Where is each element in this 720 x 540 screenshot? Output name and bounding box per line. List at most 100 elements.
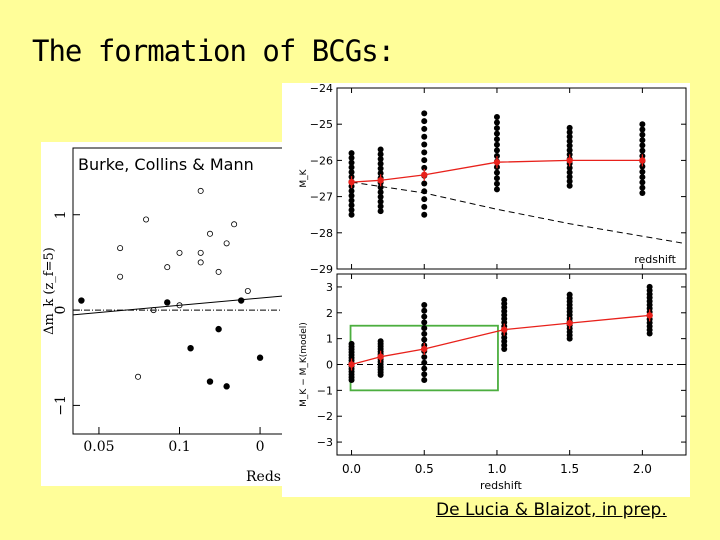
bottom-panel-data-point xyxy=(421,359,428,366)
top-panel-data-point xyxy=(377,151,384,158)
left-open-point xyxy=(244,287,251,294)
bottom-panel-x-tick-label: 0.5 xyxy=(415,462,434,476)
bottom-panel-y-tick-label: −2 xyxy=(317,410,333,423)
bottom-panel-data-point xyxy=(646,283,653,290)
left-open-point xyxy=(150,307,157,314)
top-panel-mean-line xyxy=(351,159,643,183)
top-panel-data-point xyxy=(377,160,384,167)
bottom-panel-x-tick-label: 1.5 xyxy=(560,462,579,476)
top-panel-data-point xyxy=(566,129,573,136)
left-open-point xyxy=(231,221,238,228)
left-filled-point xyxy=(187,344,194,352)
top-panel-data-point xyxy=(421,141,428,148)
left-open-point xyxy=(143,216,150,223)
right-plot-background xyxy=(282,83,690,497)
slide-title: The formation of BCGs: xyxy=(32,34,395,68)
top-panel-data-point xyxy=(639,184,646,191)
left-filled-point xyxy=(256,354,264,361)
left-x-tick-label: 0 xyxy=(256,439,265,455)
top-panel-data-point xyxy=(348,211,355,218)
bottom-panel-data-point xyxy=(421,365,428,372)
top-panel-data-point xyxy=(421,149,428,156)
top-panel-data-point xyxy=(566,182,573,189)
top-panel-data-point xyxy=(421,203,428,210)
top-panel-data-point xyxy=(566,147,573,154)
left-filled-point xyxy=(206,378,214,385)
top-panel-data-point xyxy=(566,173,573,180)
left-y-tick-label: 0 xyxy=(53,306,69,315)
top-panel-frame xyxy=(336,87,687,270)
top-panel-data-point xyxy=(639,179,646,186)
top-panel-data-point xyxy=(493,113,500,120)
left-open-point xyxy=(197,249,204,256)
bottom-panel-data-point xyxy=(566,291,573,298)
bottom-panel-data-point xyxy=(421,377,428,384)
left-filled-point xyxy=(215,325,222,333)
top-panel-data-point xyxy=(566,164,573,171)
credit-de-lucia-blaizot: De Lucia & Blaizot, in prep. xyxy=(436,500,667,520)
top-panel-data-point xyxy=(639,142,646,149)
bottom-panel-y-tick-label: 0 xyxy=(326,359,333,372)
bottom-panel-y-tick-label: −1 xyxy=(317,384,333,397)
top-panel-data-point xyxy=(639,147,646,154)
top-panel-data-point xyxy=(348,154,355,161)
top-panel-data-point xyxy=(639,137,646,144)
left-open-point xyxy=(197,187,204,194)
top-panel-data-point xyxy=(421,110,428,117)
top-panel-data-point xyxy=(421,133,428,140)
bottom-panel-mean-line xyxy=(351,314,650,366)
top-panel-data-point xyxy=(348,188,355,195)
top-panel-data-point xyxy=(377,198,384,205)
top-panel-data-point xyxy=(566,133,573,140)
top-panel-y-tick-label: −24 xyxy=(310,83,333,95)
bottom-panel-data-point xyxy=(421,319,428,326)
bottom-panel-data-point xyxy=(421,330,428,337)
top-panel-data-point xyxy=(348,206,355,213)
top-panel-data-point xyxy=(421,125,428,132)
left-open-point xyxy=(164,264,171,271)
left-open-point xyxy=(176,302,183,309)
left-y-tick-label: −1 xyxy=(53,395,69,416)
left-scatter-plot: 0.05 0.1 0 −1 0 1 Δm_k (z_f=5) Reds xyxy=(41,142,291,486)
bottom-panel-data-point xyxy=(421,302,428,309)
top-panel-data-point xyxy=(421,157,428,164)
top-panel-data-point xyxy=(421,211,428,218)
top-panel-data-point xyxy=(421,180,428,187)
top-panel-data-point xyxy=(493,119,500,126)
top-panel-data-point xyxy=(348,164,355,171)
bottom-panel-data-point xyxy=(421,307,428,314)
top-panel-data-point xyxy=(493,125,500,132)
top-panel-data-point xyxy=(348,202,355,209)
left-open-point xyxy=(117,273,124,280)
top-panel-data-point xyxy=(639,168,646,175)
top-panel-data-point xyxy=(421,188,428,195)
top-panel-data-point xyxy=(377,189,384,196)
left-open-point xyxy=(223,240,230,247)
left-x-tick-label: 0.05 xyxy=(83,439,114,455)
top-panel-x-axis-label: redshift xyxy=(634,253,676,266)
top-panel-data-point xyxy=(377,165,384,172)
left-open-point xyxy=(176,249,183,256)
top-panel-model-dashed-line xyxy=(351,181,687,245)
top-panel-data-point xyxy=(566,124,573,131)
top-panel-data-point xyxy=(493,169,500,176)
top-panel-data-point xyxy=(493,136,500,143)
top-panel-data-point xyxy=(493,175,500,182)
right-redshift-plots: −24 −25 −26 −27 −28 −29 M_K redshift 3 2 1 0 −1 −2 −3 M… xyxy=(282,83,690,497)
bottom-panel-data-point xyxy=(421,353,428,360)
bottom-panel-x-tick-label: 1.0 xyxy=(487,462,506,476)
bottom-panel-y-tick-label: 3 xyxy=(326,281,333,294)
bottom-panel-data-point xyxy=(348,340,355,347)
top-panel-data-point xyxy=(639,121,646,128)
top-panel-y-tick-label: −27 xyxy=(310,191,333,204)
top-panel-data-point xyxy=(377,156,384,163)
bottom-panel-data-point xyxy=(377,338,384,345)
top-panel-y-axis-label: M_K xyxy=(299,168,309,187)
bottom-panel-y-tick-label: 1 xyxy=(326,333,333,346)
top-panel-data-point xyxy=(377,146,384,153)
top-panel-data-point xyxy=(377,170,384,177)
top-panel-data-point xyxy=(348,197,355,204)
top-panel-data-point xyxy=(421,196,428,203)
top-panel-data-point xyxy=(639,126,646,133)
top-panel-data-point xyxy=(377,203,384,210)
